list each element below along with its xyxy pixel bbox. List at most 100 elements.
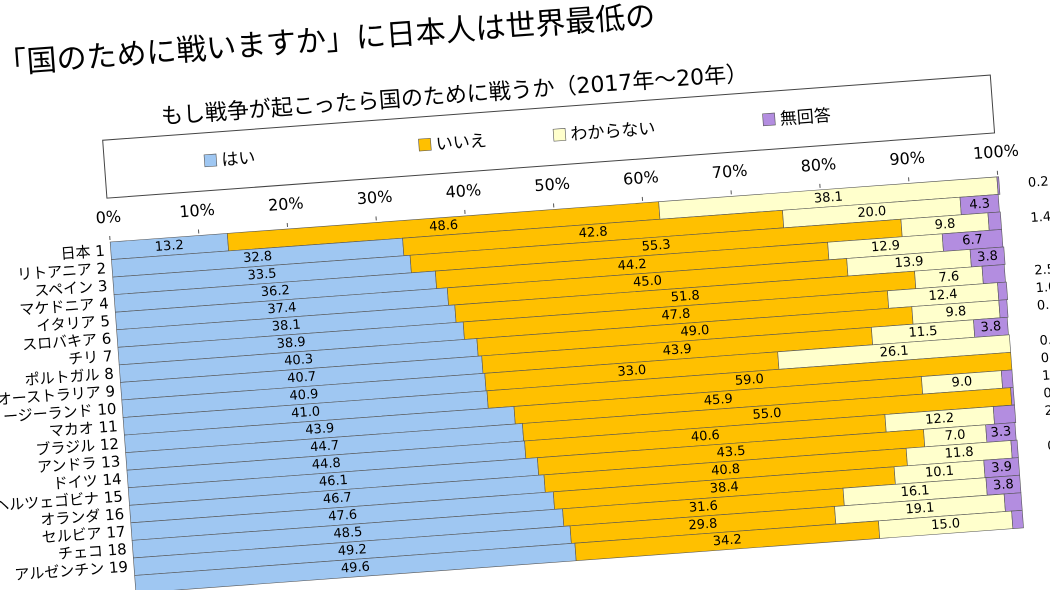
data-label: 40.8 <box>711 462 741 479</box>
category-label: 日本 1 <box>60 242 106 263</box>
category-label: ドイツ 14 <box>52 470 122 493</box>
x-tick-label: 30% <box>356 187 393 209</box>
data-label: 47.6 <box>328 508 358 525</box>
data-label: 40.3 <box>284 352 314 369</box>
data-label: 0.2 <box>1027 174 1049 190</box>
legend-swatch <box>552 128 567 142</box>
legend-label: 無回答 <box>779 106 831 130</box>
bar-segment <box>1011 509 1024 529</box>
data-label: 44.8 <box>311 456 341 473</box>
data-label: 12.2 <box>925 411 955 428</box>
bar-segment <box>1003 492 1023 512</box>
data-label: 40.7 <box>287 369 317 386</box>
data-label: 15.0 <box>931 516 961 533</box>
data-label: 40.9 <box>289 387 319 404</box>
bar-segment <box>992 404 1017 425</box>
data-label: 46.7 <box>322 490 352 507</box>
bar-segment <box>998 299 1009 319</box>
data-label: 2.4 <box>1044 403 1050 419</box>
data-label: 36.2 <box>260 283 290 300</box>
x-tick-label: 50% <box>534 174 571 196</box>
data-label: 4.3 <box>969 196 991 212</box>
bar-segment <box>987 211 1002 231</box>
x-tick-label: 80% <box>800 154 837 176</box>
x-tick-label: 100% <box>972 141 1019 163</box>
data-label: 29.8 <box>688 516 718 533</box>
data-label: 19.1 <box>905 500 935 517</box>
data-label: 48.6 <box>429 218 459 235</box>
data-label: 20.0 <box>857 204 887 221</box>
data-label: 55.0 <box>752 406 782 423</box>
data-label: 13.9 <box>894 254 924 271</box>
data-label: 51.8 <box>670 288 700 305</box>
data-label: 7.6 <box>938 269 960 285</box>
data-label: 0.0 <box>1040 350 1050 366</box>
data-label: 47.8 <box>661 307 691 324</box>
data-label: 49.2 <box>337 542 367 559</box>
data-label: 38.1 <box>271 318 301 335</box>
data-label: 26.1 <box>879 344 909 361</box>
data-label: 45.0 <box>633 273 663 290</box>
data-label: 11.5 <box>908 324 938 341</box>
data-label: 3.9 <box>991 459 1013 475</box>
data-label: 9.8 <box>934 217 956 233</box>
category-label: イタリア 5 <box>36 312 111 335</box>
data-label: 2.5 <box>1034 262 1050 278</box>
data-label: 7.0 <box>944 428 966 444</box>
data-label: 3.3 <box>990 424 1012 440</box>
data-label: 43.5 <box>716 444 746 461</box>
data-label: 49.0 <box>680 323 710 340</box>
x-tick-label: 0% <box>95 207 122 228</box>
data-label: 41.0 <box>291 404 321 421</box>
data-label: 59.0 <box>734 372 764 389</box>
legend-box <box>102 74 996 199</box>
data-label: 43.9 <box>305 421 335 438</box>
data-label: 9.8 <box>945 304 967 320</box>
data-label: 6.7 <box>962 232 984 248</box>
data-label: 3.8 <box>993 477 1015 493</box>
data-label: 10.1 <box>925 464 955 481</box>
x-tick-label: 60% <box>622 167 659 189</box>
data-label: 12.9 <box>871 238 901 255</box>
legend-swatch <box>418 137 432 152</box>
data-label: 1.2 <box>1042 368 1050 384</box>
bar-segment <box>1000 369 1014 389</box>
data-label: 31.6 <box>688 499 718 516</box>
data-label: 0.9 <box>1036 297 1050 313</box>
data-label: 9.0 <box>951 374 973 390</box>
data-label: 11.8 <box>944 445 974 462</box>
x-tick-label: 90% <box>889 148 926 170</box>
data-label: 48.5 <box>333 525 363 542</box>
bar-segment <box>996 176 1001 195</box>
data-label: 38.1 <box>813 190 843 207</box>
chart-title: 「国のために戦いますか」に日本人は世界最低の <box>0 0 656 82</box>
category-label: チリ 7 <box>68 347 114 368</box>
data-label: 0.0 <box>1039 332 1050 348</box>
data-label: 38.9 <box>276 335 306 352</box>
data-label: 49.6 <box>340 560 370 577</box>
data-label: 38.4 <box>709 480 739 497</box>
data-label: 40.6 <box>690 428 720 445</box>
data-label: 33.5 <box>247 266 277 283</box>
data-label: 37.4 <box>267 300 297 317</box>
data-label: 34.2 <box>712 532 742 549</box>
data-label: 1.4 <box>1030 210 1050 226</box>
category-label: チェコ 18 <box>57 540 127 563</box>
data-label: 42.8 <box>578 224 608 241</box>
data-label: 44.7 <box>310 438 340 455</box>
data-label: 33.0 <box>617 363 647 380</box>
x-tick-label: 40% <box>445 180 482 202</box>
data-label: 1.0 <box>1035 280 1050 296</box>
category-label: マカオ 11 <box>48 417 118 440</box>
data-label: 43.9 <box>662 342 692 359</box>
category-label: アルゼンチン 19 <box>14 558 129 584</box>
x-tick-label: 10% <box>179 200 216 222</box>
data-label: 3.8 <box>977 249 999 265</box>
data-label: 13.2 <box>154 238 184 255</box>
bar-segment <box>981 264 1006 285</box>
data-label: 0.7 <box>1047 438 1050 454</box>
data-label: 46.1 <box>318 473 348 490</box>
bar-segment <box>997 281 1008 301</box>
